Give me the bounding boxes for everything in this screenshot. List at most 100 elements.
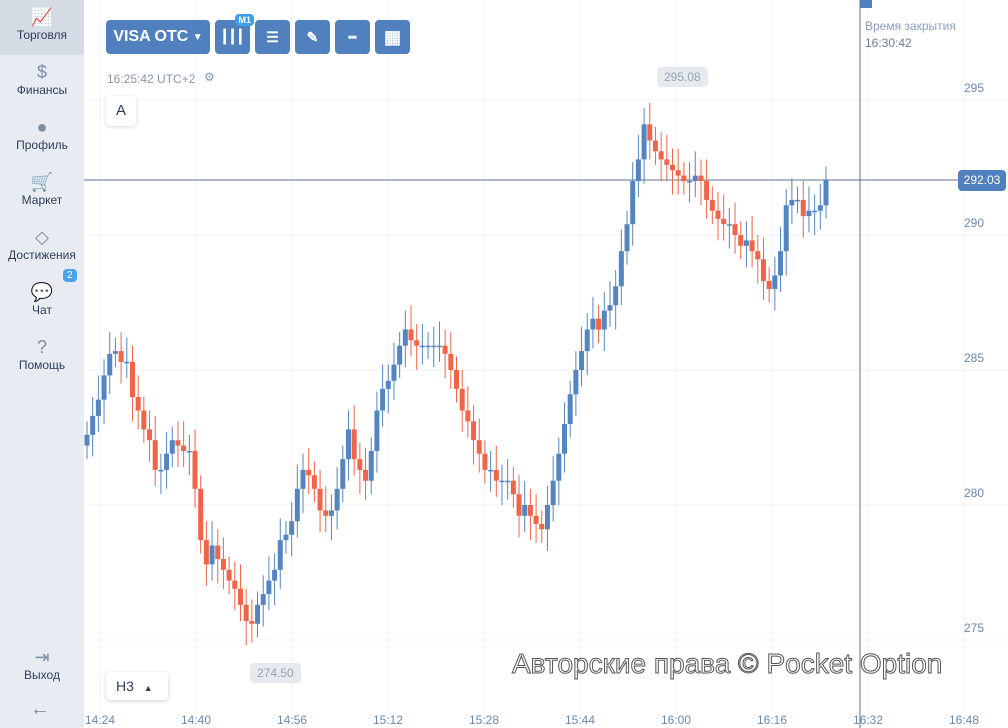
candle-up: [726, 224, 732, 226]
drawing-label-button[interactable]: A: [106, 96, 136, 126]
layout-button[interactable]: ▦: [375, 20, 410, 54]
candle-down: [198, 488, 204, 541]
candle-up: [385, 380, 391, 389]
candle-up: [107, 353, 113, 376]
candle-up: [630, 181, 636, 225]
candle-up: [374, 410, 380, 451]
collapse-arrow-icon[interactable]: ←: [30, 698, 50, 720]
candle-down: [135, 397, 141, 411]
candle-up: [158, 469, 164, 472]
candle-down: [203, 540, 209, 565]
close-time-flag-icon[interactable]: [860, 0, 872, 8]
candle-up: [635, 159, 641, 181]
candle-up: [345, 429, 351, 460]
candle-up: [425, 345, 431, 348]
candle-down: [448, 353, 454, 370]
sliders-icon: ☰: [266, 28, 279, 45]
candle-down: [454, 370, 459, 389]
candle-down: [715, 210, 721, 219]
sidebar-item-6[interactable]: ? Помощь: [0, 330, 84, 385]
y-tick-label: 295: [964, 81, 984, 95]
candle-up: [289, 521, 295, 535]
candle-down: [721, 218, 727, 225]
candle-up: [402, 329, 408, 346]
candle-up: [101, 375, 107, 400]
asset-name: VISA OTC: [113, 28, 189, 45]
x-tick-label: 16:16: [757, 713, 787, 727]
drawings-button[interactable]: ✎: [295, 20, 330, 54]
close-time-info: Время закрытия 16:30:42: [865, 18, 956, 52]
sidebar-item-3[interactable]: 🛒 Маркет: [0, 165, 84, 220]
candle-up: [743, 240, 749, 246]
candle-up: [328, 510, 334, 516]
candle-down: [709, 199, 715, 211]
x-tick-label: 15:12: [373, 713, 403, 727]
candle-up: [795, 199, 801, 202]
grid-icon: ▦: [383, 26, 401, 47]
candle-up: [556, 453, 562, 481]
server-clock: 16:25:42 UTC+2: [107, 72, 196, 86]
candle-up: [812, 210, 818, 213]
line-style-button[interactable]: ┅: [335, 20, 370, 54]
candle-down: [675, 170, 681, 176]
candle-down: [766, 280, 772, 289]
candle-up: [778, 251, 784, 276]
candle-down: [658, 151, 664, 160]
candle-up: [334, 488, 340, 511]
candle-down: [527, 505, 533, 516]
candle-down: [141, 410, 147, 430]
candle-up: [567, 394, 573, 424]
candle-up: [624, 224, 630, 252]
indicators-button[interactable]: ☰: [255, 20, 290, 54]
candle-up: [283, 534, 289, 541]
candle-down: [317, 488, 323, 511]
candle-down: [226, 569, 232, 581]
logout-button[interactable]: ⇥ Выход: [0, 640, 84, 695]
candle-up: [522, 505, 528, 516]
candle-up: [806, 210, 812, 217]
sidebar-item-1[interactable]: $ Финансы: [0, 55, 84, 110]
caret-down-icon: ▼: [192, 31, 203, 43]
dollar-icon: $: [36, 62, 47, 82]
sidebar-item-0[interactable]: 📈 Торговля: [0, 0, 84, 55]
chart-type-button[interactable]: ┃┃┃ M1: [215, 14, 254, 54]
sidebar-item-2[interactable]: ● Профиль: [0, 110, 84, 165]
timeframe-select[interactable]: H3 ▲: [106, 672, 168, 700]
caret-up-icon: ▲: [143, 683, 153, 693]
diamond-icon: ◇: [35, 227, 49, 247]
candle-up: [260, 594, 266, 605]
close-time-value: 16:30:42: [865, 36, 912, 50]
asset-selector-button[interactable]: VISA OTC ▼: [106, 20, 210, 54]
x-tick-label: 16:00: [661, 713, 691, 727]
chart-area[interactable]: 295 290 285 280 275 14:24 14:40 14:56 15:12 15:28…: [84, 0, 1008, 728]
timeframe-value: H3: [116, 678, 134, 694]
candle-up: [505, 480, 511, 483]
y-tick-label: 290: [964, 216, 984, 230]
candle-down: [652, 140, 658, 152]
settings-gear-icon[interactable]: ⚙: [204, 70, 215, 84]
candle-down: [351, 429, 357, 460]
sidebar-item-4[interactable]: ◇ Достижения: [0, 220, 84, 275]
x-tick-label: 16:32: [853, 713, 883, 727]
candle-down: [465, 410, 471, 422]
y-tick-label: 285: [964, 351, 984, 365]
sidebar-item-5[interactable]: 💬 Чат 2: [0, 269, 84, 330]
x-tick-label: 16:48: [949, 713, 979, 727]
sidebar-item-label: Маркет: [21, 193, 63, 207]
candle-down: [647, 124, 653, 141]
candle-down: [118, 351, 124, 362]
candle-up: [499, 480, 505, 483]
candle-down: [738, 235, 744, 246]
sidebar-item-label: Чат: [32, 303, 52, 317]
candle-down: [152, 440, 158, 470]
candle-down: [237, 588, 243, 605]
candle-up: [436, 345, 442, 348]
logout-icon: ⇥: [34, 647, 50, 667]
candle-down: [664, 159, 670, 165]
current-price-label: 292.03: [958, 170, 1006, 191]
close-time-label: Время закрытия: [865, 19, 956, 33]
candle-down: [755, 251, 761, 260]
y-tick-label: 275: [964, 621, 984, 635]
candlestick-chart[interactable]: 295 290 285 280 275 14:24 14:40 14:56 15:12 15:28…: [84, 0, 1008, 728]
candle-up: [544, 505, 550, 530]
